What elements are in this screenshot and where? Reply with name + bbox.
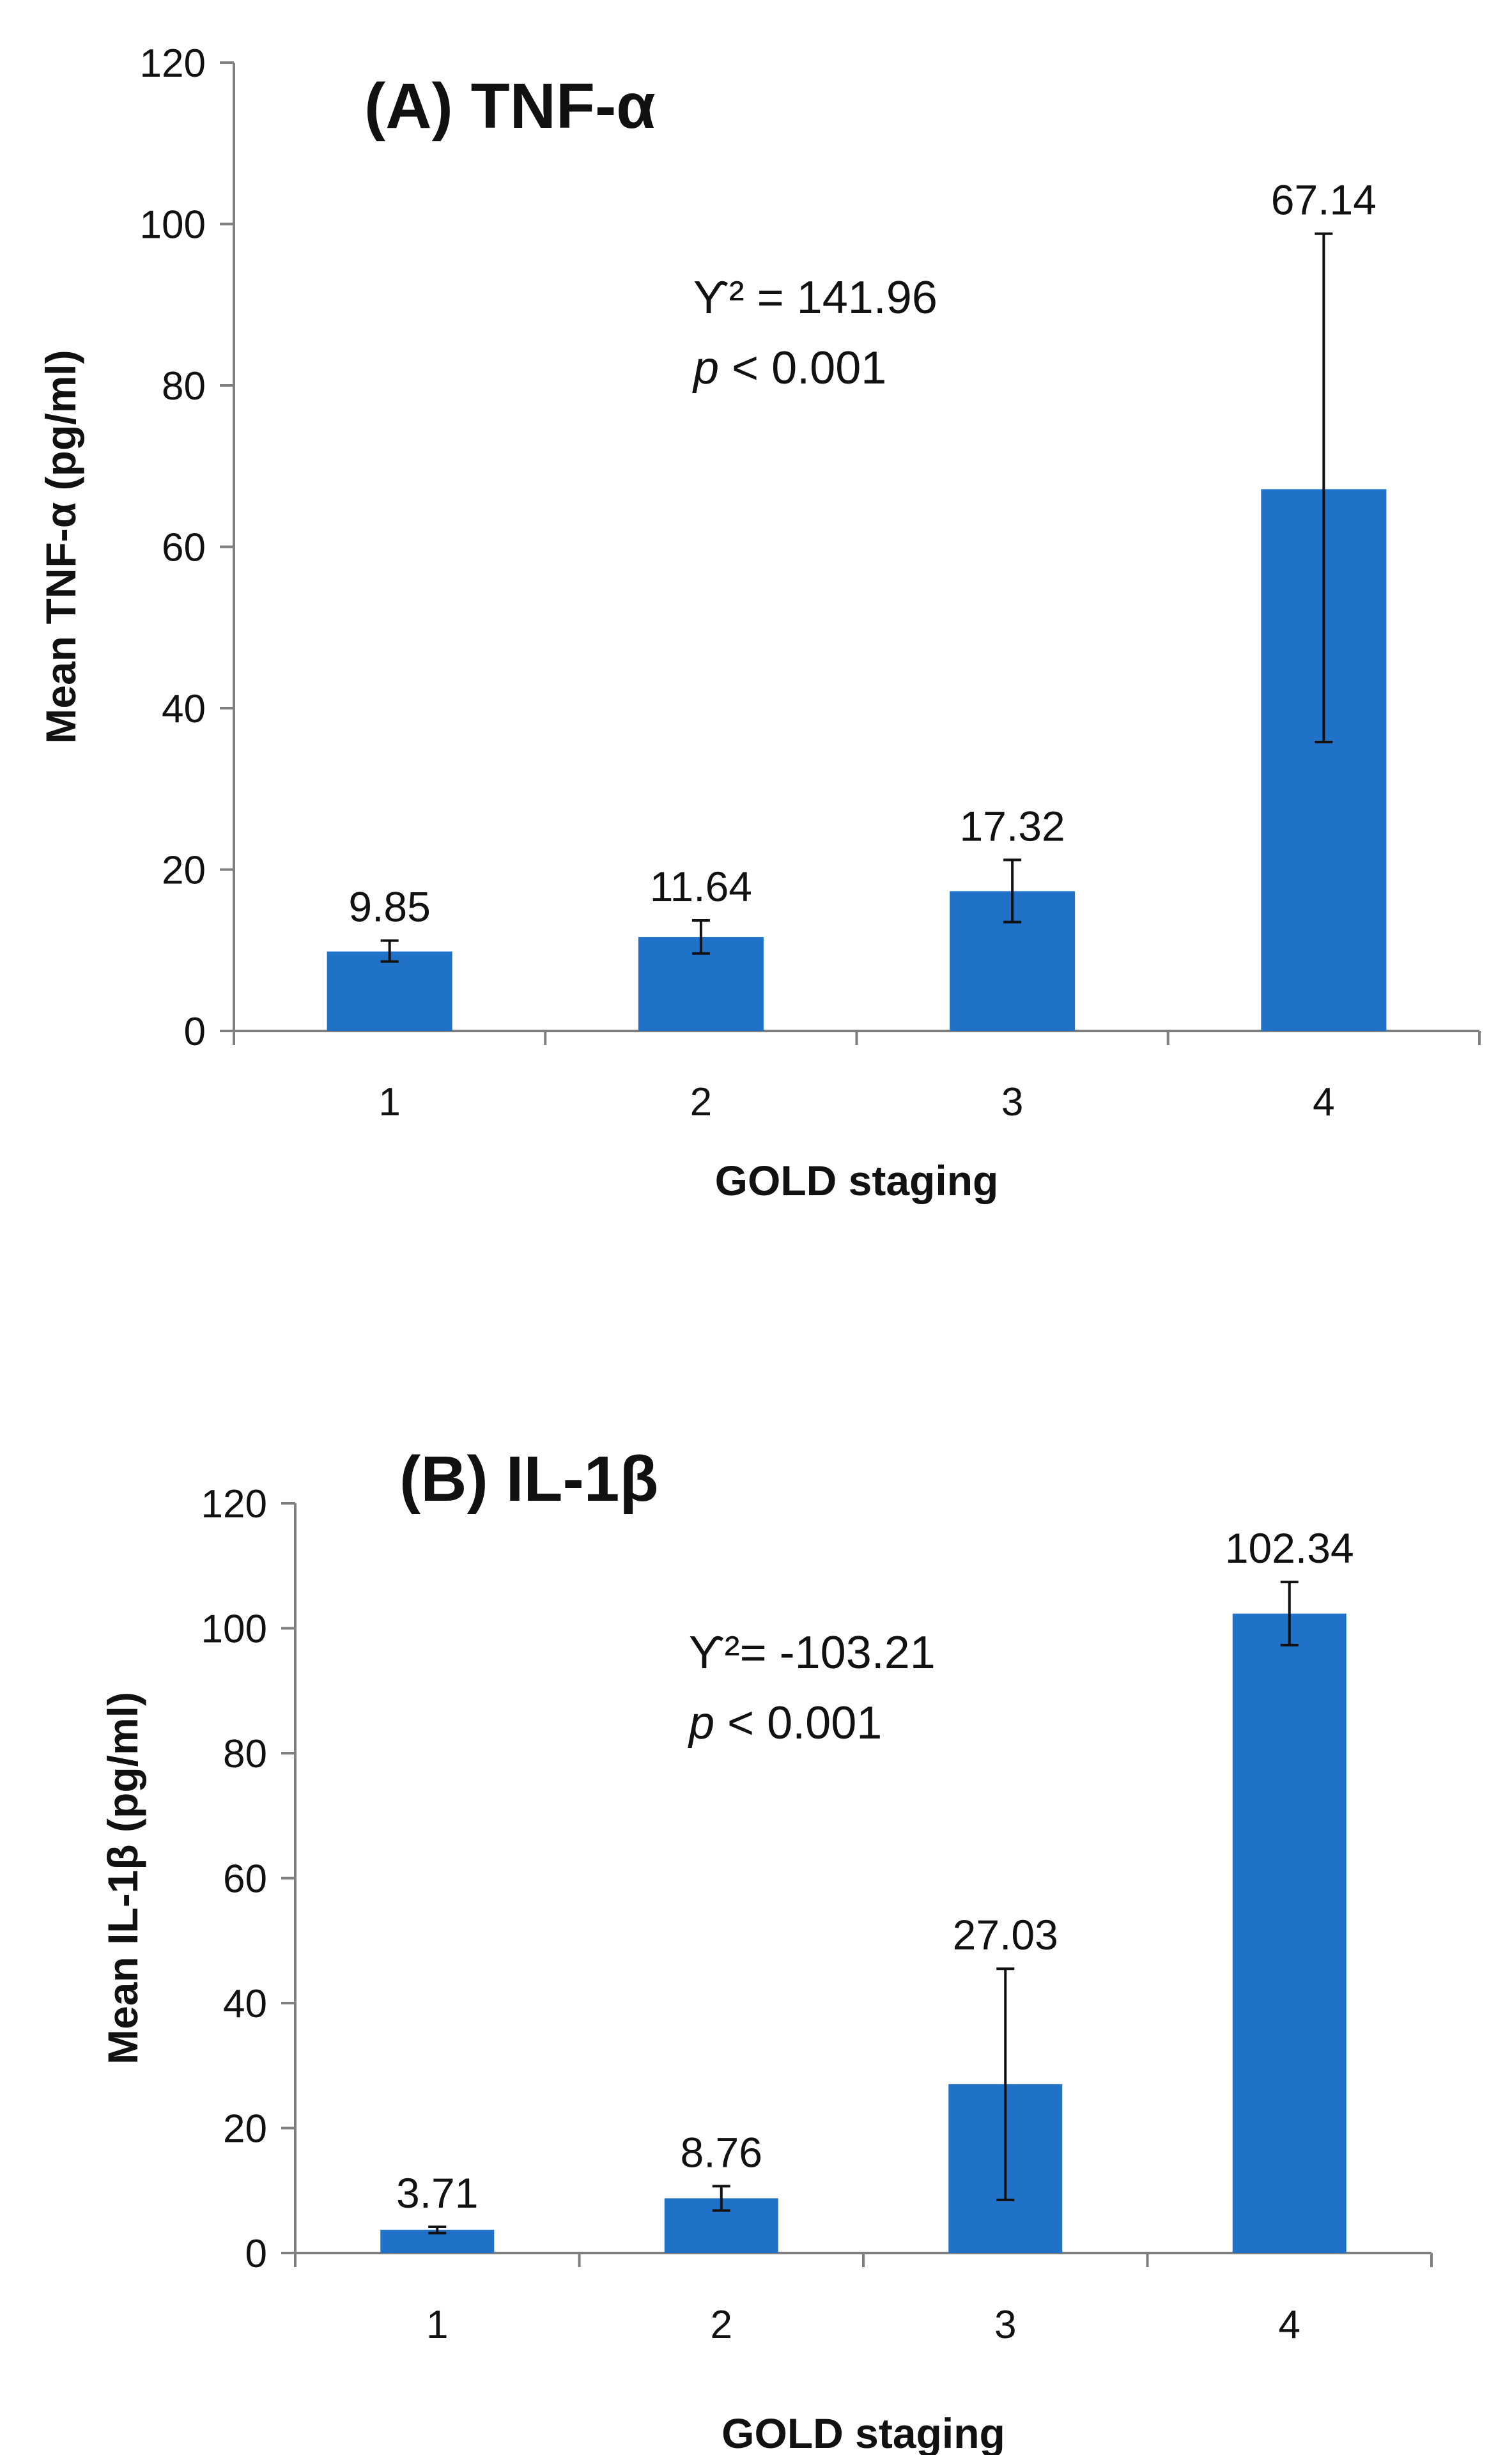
y-axis-title: Mean IL-1β (pg/ml) bbox=[99, 1692, 146, 2064]
data-label: 3.71 bbox=[396, 2169, 478, 2217]
x-tick-label: 3 bbox=[994, 2303, 1016, 2347]
data-label: 9.85 bbox=[348, 883, 430, 931]
y-tick-label: 20 bbox=[162, 849, 206, 893]
x-tick-label: 1 bbox=[378, 1080, 400, 1124]
data-label: 11.64 bbox=[650, 863, 752, 910]
stat-annotation: Ƴ² = 141.96 bbox=[693, 272, 937, 323]
x-axis-title: GOLD staging bbox=[715, 1157, 999, 1204]
y-tick-label: 0 bbox=[245, 2232, 267, 2276]
panel-title: (A) TNF-α bbox=[364, 70, 656, 142]
p-value-annotation: p < 0.001 bbox=[688, 1698, 882, 1749]
p-value-annotation: p < 0.001 bbox=[692, 343, 886, 394]
data-label: 102.34 bbox=[1225, 1524, 1354, 1572]
y-tick-label: 80 bbox=[162, 364, 206, 408]
x-tick-label: 4 bbox=[1279, 2303, 1300, 2347]
y-tick-label: 100 bbox=[140, 203, 206, 247]
y-tick-label: 120 bbox=[201, 1482, 267, 1526]
panel-title: (B) IL-1β bbox=[399, 1443, 658, 1515]
data-label: 67.14 bbox=[1271, 176, 1377, 224]
x-tick-label: 4 bbox=[1313, 1080, 1334, 1124]
x-tick-label: 1 bbox=[426, 2303, 448, 2347]
y-tick-label: 100 bbox=[201, 1607, 267, 1652]
y-tick-label: 0 bbox=[184, 1010, 206, 1054]
y-tick-label: 20 bbox=[223, 2107, 267, 2151]
y-tick-label: 40 bbox=[162, 687, 206, 731]
p-symbol: p bbox=[692, 343, 719, 394]
data-label: 8.76 bbox=[681, 2128, 762, 2176]
x-axis-title: GOLD staging bbox=[721, 2410, 1005, 2455]
y-tick-label: 40 bbox=[223, 1982, 267, 2026]
y-tick-label: 60 bbox=[223, 1857, 267, 1901]
data-label: 17.32 bbox=[960, 802, 1065, 849]
y-axis-title: Mean TNF-α (pg/ml) bbox=[37, 350, 84, 743]
data-label: 27.03 bbox=[953, 1911, 1058, 1958]
chart-tnf-alpha: 0 20 40 60 80 100 120 9.85 1 11.64 2 17.32 3 67.14 4 GO… bbox=[37, 42, 1481, 1204]
p-value-text: < 0.001 bbox=[714, 1698, 882, 1749]
p-value-text: < 0.001 bbox=[719, 343, 886, 394]
x-tick-label: 3 bbox=[1001, 1080, 1023, 1124]
bar bbox=[327, 951, 452, 1031]
chart-il-1beta: 0 20 40 60 80 100 120 3.71 1 8.76 2 27.03 3 102.34 4 GO… bbox=[99, 1443, 1433, 2455]
p-symbol: p bbox=[688, 1698, 714, 1749]
bar bbox=[1232, 1613, 1346, 2253]
y-tick-label: 60 bbox=[162, 526, 206, 570]
x-tick-label: 2 bbox=[690, 1080, 712, 1124]
stat-annotation: Ƴ²= -103.21 bbox=[689, 1627, 936, 1678]
y-tick-label: 80 bbox=[223, 1732, 267, 1776]
y-tick-label: 120 bbox=[140, 42, 206, 86]
x-tick-label: 2 bbox=[711, 2303, 732, 2347]
